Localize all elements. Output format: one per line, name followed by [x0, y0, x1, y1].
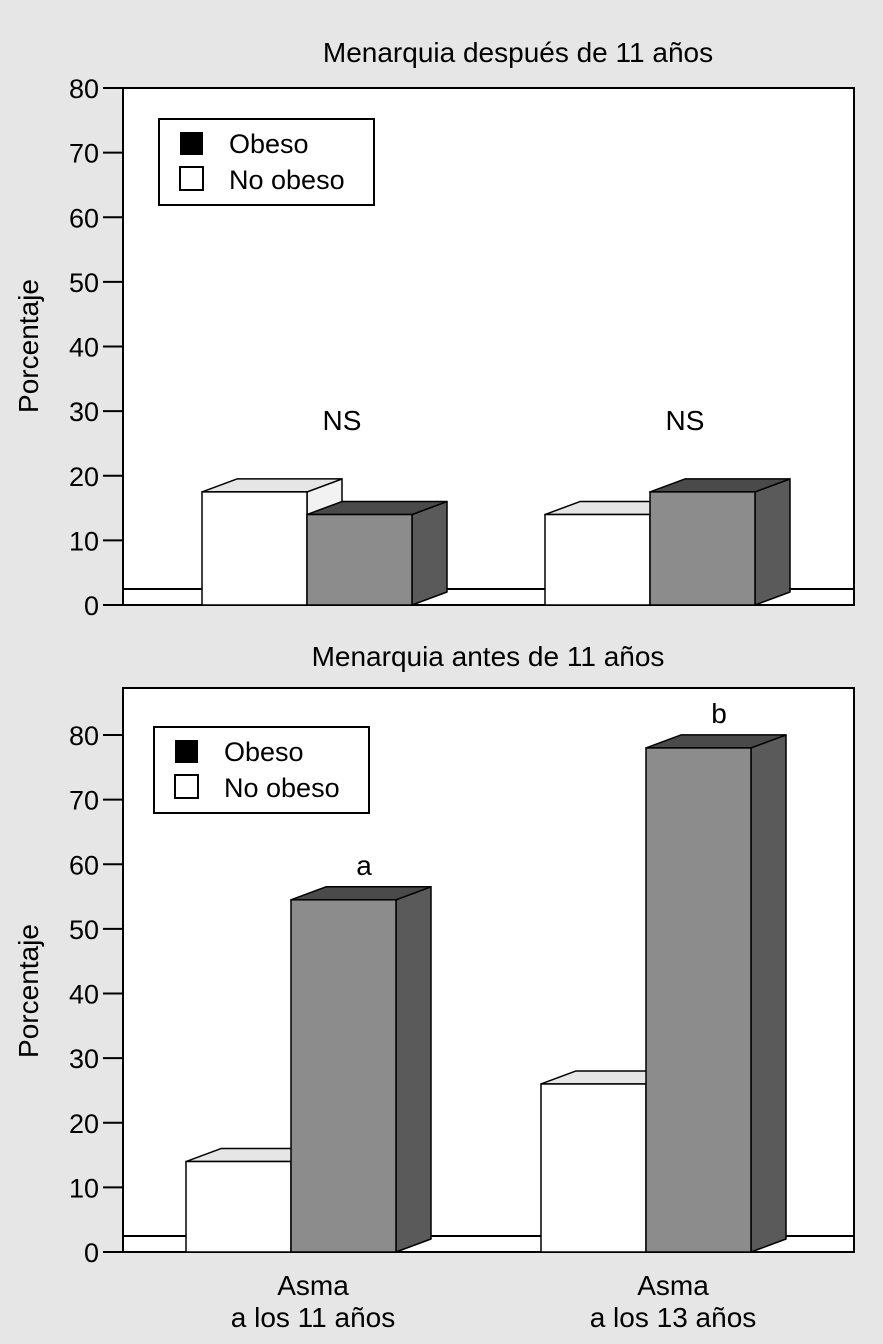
bar-obeso-2-side — [754, 478, 791, 606]
y-tick-label: 50 — [69, 268, 99, 298]
bar-obeso-2-front — [649, 491, 756, 606]
bar-obeso-1-front — [290, 899, 397, 1253]
panel-1-annotations: NS NS — [323, 405, 705, 436]
bar-obeso-1-front — [306, 513, 413, 606]
bar-no-obeso-2-front — [544, 513, 651, 606]
panel-2-y-axis: 0 10 20 30 40 50 60 70 80 — [69, 721, 123, 1268]
bar-obeso-1 — [306, 500, 448, 606]
annotation-label: NS — [666, 405, 705, 436]
y-tick-label: 20 — [69, 1109, 99, 1139]
panel-1-legend-swatch-no-obeso — [179, 166, 204, 191]
y-tick-label: 20 — [69, 462, 99, 492]
y-tick-label: 80 — [69, 721, 99, 751]
x-tick-label-1-line-1: Asma — [277, 1270, 349, 1301]
y-tick-label: 30 — [69, 397, 99, 427]
y-tick-label: 30 — [69, 1044, 99, 1074]
panel-2-annotations: ab — [356, 698, 727, 881]
y-tick-label: 0 — [84, 1238, 99, 1268]
annotation-label: NS — [323, 405, 362, 436]
bar-obeso-2 — [649, 478, 791, 606]
panel-2-legend: Obeso No obeso — [153, 726, 370, 814]
annotation-label: b — [711, 698, 727, 729]
y-tick-label: 0 — [84, 591, 99, 621]
panel-2-legend-swatch-no-obeso — [174, 774, 199, 799]
panel-1-bars — [122, 478, 855, 606]
bar-no-obeso-2-front — [540, 1083, 647, 1253]
bar-obeso-2 — [645, 734, 787, 1253]
y-tick-label: 10 — [69, 1173, 99, 1203]
y-tick-label: 50 — [69, 915, 99, 945]
panel-2-legend-swatch-obeso — [175, 740, 198, 763]
x-tick-label-2-line-1: Asma — [637, 1270, 709, 1301]
bar-obeso-2-side — [750, 734, 787, 1253]
bar-no-obeso-1-front — [185, 1160, 292, 1253]
y-tick-label: 80 — [69, 74, 99, 104]
panel-1-legend-label-no-obeso: No obeso — [229, 165, 345, 195]
panel-2-legend-label-no-obeso: No obeso — [224, 773, 340, 803]
panel-2-bars — [122, 734, 855, 1253]
panel-2: Menarquia antes de 11 años Porcentaje 0 1… — [13, 641, 855, 1333]
bar-obeso-2-front — [645, 747, 752, 1253]
bar-obeso-1-side — [411, 500, 448, 606]
y-tick-label: 60 — [69, 850, 99, 880]
x-tick-label-1-line-2: a los 11 años — [231, 1302, 396, 1333]
annotation-label: a — [356, 850, 372, 881]
bar-obeso-1-side — [395, 886, 432, 1253]
panel-2-legend-label-obeso: Obeso — [224, 737, 304, 767]
y-tick-label: 70 — [69, 139, 99, 169]
y-tick-label: 60 — [69, 203, 99, 233]
panel-1-title: Menarquia después de 11 años — [323, 37, 713, 68]
y-tick-label: 10 — [69, 526, 99, 556]
y-tick-label: 70 — [69, 786, 99, 816]
panel-1: Menarquia después de 11 años Porcentaje … — [13, 37, 855, 621]
panel-1-y-axis: 0 10 20 30 40 50 60 70 80 — [69, 74, 123, 621]
panel-2-y-axis-label: Porcentaje — [13, 924, 44, 1058]
y-tick-label: 40 — [69, 980, 99, 1010]
panel-1-y-axis-label: Porcentaje — [13, 279, 44, 413]
panel-1-legend-swatch-obeso — [180, 132, 203, 155]
panel-1-legend: Obeso No obeso — [158, 118, 375, 206]
x-tick-label-2-line-2: a los 13 años — [590, 1302, 757, 1333]
bar-obeso-1 — [290, 886, 432, 1253]
panel-1-legend-label-obeso: Obeso — [229, 129, 309, 159]
panel-2-title: Menarquia antes de 11 años — [312, 641, 665, 672]
y-tick-label: 40 — [69, 333, 99, 363]
bar-no-obeso-1-front — [201, 491, 308, 606]
